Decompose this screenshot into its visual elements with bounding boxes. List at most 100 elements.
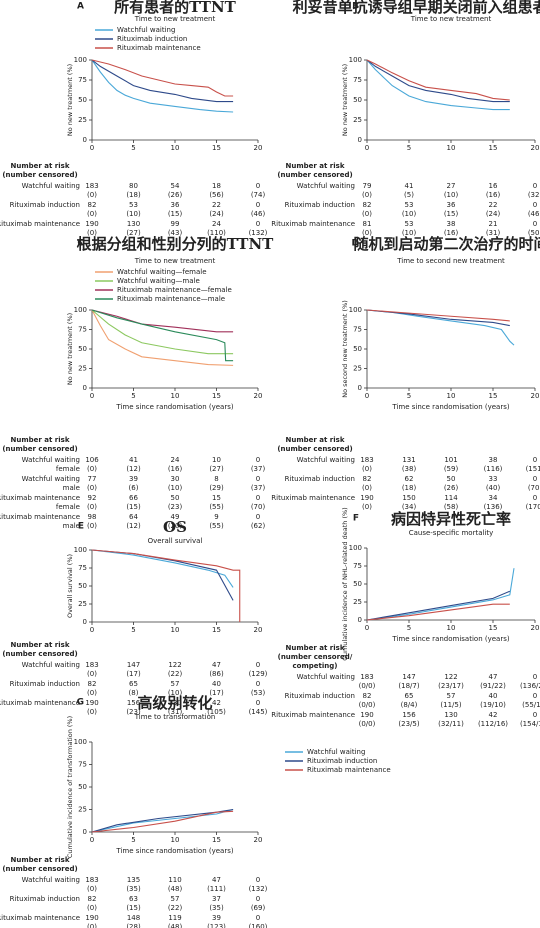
risk-censored: (0) xyxy=(362,503,372,511)
risk-count: 65 xyxy=(129,680,138,688)
risk-count: 47 xyxy=(212,876,221,884)
risk-censored: (40) xyxy=(486,484,501,492)
survival-curve xyxy=(91,549,234,601)
risk-censored: (23) xyxy=(168,503,183,511)
risk-row-label: Watchful waiting xyxy=(22,661,80,669)
y-tick-label: 75 xyxy=(78,564,87,572)
risk-row-label: Watchful waiting xyxy=(22,182,80,190)
risk-censored: (10) xyxy=(168,689,183,697)
risk-censored: (0) xyxy=(87,885,97,893)
y-tick-label: 100 xyxy=(349,56,362,64)
risk-count: 33 xyxy=(489,475,498,483)
risk-censored: (35) xyxy=(209,904,224,912)
survival-curve xyxy=(91,549,241,622)
risk-count: 0 xyxy=(256,475,260,483)
risk-censored: (43) xyxy=(168,229,183,237)
risk-count: 122 xyxy=(444,673,457,681)
risk-censored: (12) xyxy=(126,465,141,473)
risk-count: 101 xyxy=(444,456,457,464)
x-tick-label: 5 xyxy=(131,392,135,400)
risk-count: 39 xyxy=(212,914,221,922)
risk-count: 0 xyxy=(533,182,537,190)
risk-row-label: Rituximab induction xyxy=(10,680,80,688)
risk-censored: (32) xyxy=(528,191,540,199)
risk-row-label: Rituximab induction xyxy=(10,201,80,209)
survival-curve xyxy=(91,309,234,355)
y-tick-label: 50 xyxy=(353,96,362,104)
legend-label: Watchful waiting—female xyxy=(117,268,207,276)
y-axis-label: No new treatment (%) xyxy=(66,64,74,136)
risk-count: 0 xyxy=(256,182,260,190)
risk-count: 156 xyxy=(127,699,141,707)
risk-count: 99 xyxy=(171,220,180,228)
survival-curve xyxy=(366,603,510,621)
y-axis-label: No new treatment (%) xyxy=(341,64,349,136)
legend-label: Rituximab induction xyxy=(307,757,377,765)
risk-censored: (0) xyxy=(87,465,97,473)
risk-row-label: Rituximab induction xyxy=(285,201,355,209)
y-tick-label: 75 xyxy=(78,326,87,334)
risk-censored: (16) xyxy=(444,229,459,237)
risk-censored: (16) xyxy=(486,191,501,199)
y-tick-label: 75 xyxy=(353,562,362,570)
risk-censored: (18) xyxy=(126,191,141,199)
x-tick-label: 10 xyxy=(171,392,180,400)
y-tick-label: 100 xyxy=(74,56,87,64)
risk-censored: (10) xyxy=(126,210,141,218)
risk-row-label: Watchful waiting xyxy=(297,182,355,190)
x-tick-label: 5 xyxy=(407,144,411,152)
risk-count: 10 xyxy=(212,456,221,464)
risk-censored: (112/16) xyxy=(478,720,508,728)
risk-count: 0 xyxy=(256,895,260,903)
y-tick-label: 100 xyxy=(74,306,87,314)
chart-title: 高级别转化 xyxy=(137,694,212,712)
risk-count: 47 xyxy=(489,673,498,681)
risk-row-label: Rituximab maintenance xyxy=(0,494,80,502)
risk-count: 183 xyxy=(85,661,98,669)
survival-curve xyxy=(91,808,234,833)
risk-censored: (55/11) xyxy=(522,701,540,709)
survival-curve xyxy=(366,59,510,101)
risk-row-label: Watchful waiting xyxy=(22,475,80,483)
risk-count: 18 xyxy=(212,182,221,190)
risk-censored: (34) xyxy=(402,503,417,511)
x-tick-label: 5 xyxy=(407,392,411,400)
risk-count: 156 xyxy=(402,711,416,719)
x-axis-label: Time since randomisation (years) xyxy=(115,847,233,855)
y-tick-label: 50 xyxy=(353,345,362,353)
x-axis-label: Time since randomisation (years) xyxy=(115,403,233,411)
risk-censored: (136/24) xyxy=(520,682,540,690)
risk-count: 38 xyxy=(489,456,498,464)
y-tick-label: 75 xyxy=(353,326,362,334)
risk-censored: (15) xyxy=(444,210,459,218)
risk-censored: (0) xyxy=(87,904,97,912)
risk-censored: (0) xyxy=(87,484,97,492)
risk-censored: (6) xyxy=(129,484,139,492)
risk-count: 36 xyxy=(171,201,180,209)
legend-label: Watchful waiting xyxy=(307,748,365,756)
chart-title: 利妥昔单抗诱导组早期关闭前入组患者的TTNT xyxy=(293,0,540,16)
risk-censored: (15) xyxy=(168,210,183,218)
survival-curve xyxy=(91,59,234,113)
chart-title: 所有患者的TTNT xyxy=(114,0,237,16)
risk-censored: (22) xyxy=(168,904,183,912)
risk-censored: (74) xyxy=(251,191,266,199)
y-tick-label: 75 xyxy=(353,76,362,84)
risk-censored: (10) xyxy=(444,191,459,199)
x-tick-label: 10 xyxy=(447,624,456,632)
risk-censored: (62) xyxy=(251,522,266,530)
risk-count: 50 xyxy=(447,475,456,483)
x-axis-label: Time since randomisation (years) xyxy=(391,403,509,411)
risk-count: 24 xyxy=(212,220,221,228)
survival-curve xyxy=(366,309,510,322)
risk-row-label: female xyxy=(56,503,80,511)
y-tick-label: 50 xyxy=(78,96,87,104)
risk-censored: (38) xyxy=(402,465,417,473)
risk-count: 0 xyxy=(256,513,260,521)
risk-count: 0 xyxy=(256,661,260,669)
risk-count: 77 xyxy=(88,475,97,483)
risk-censored: (70) xyxy=(528,484,540,492)
risk-table-header: Number at risk xyxy=(286,644,345,652)
chart-title: 根据分组和性别分列的TTNT xyxy=(77,235,275,253)
